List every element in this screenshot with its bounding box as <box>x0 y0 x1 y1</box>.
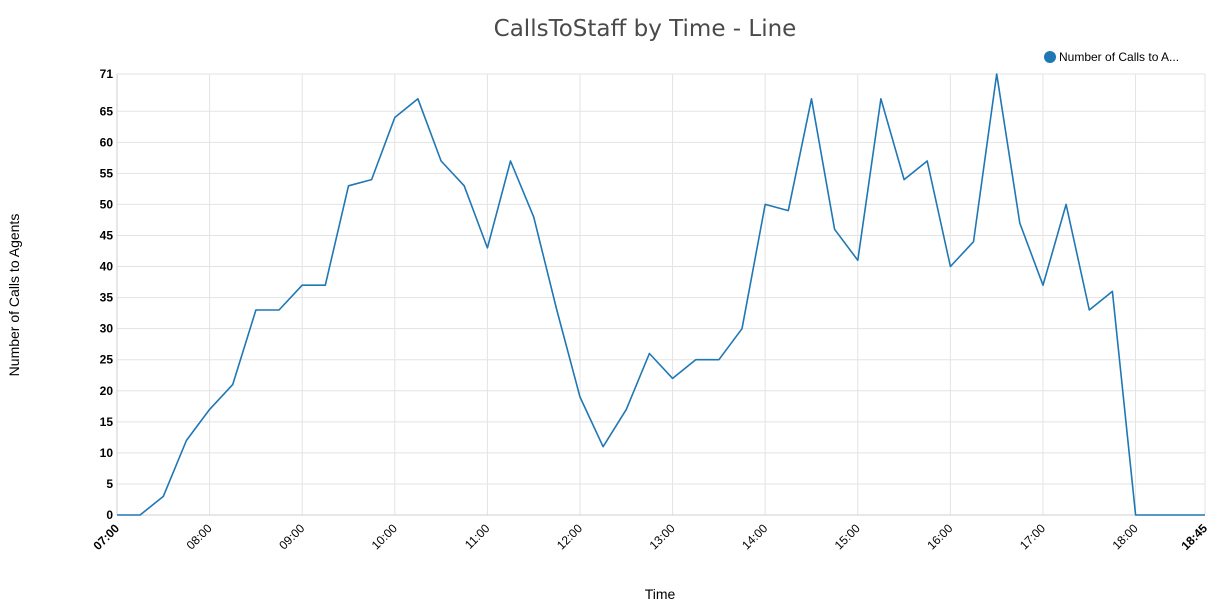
x-tick-label: 07:00 <box>91 521 123 553</box>
y-tick-label: 45 <box>100 228 114 242</box>
y-tick-label: 71 <box>100 67 114 81</box>
legend[interactable]: Number of Calls to A... <box>1044 50 1179 64</box>
y-tick-label: 55 <box>100 166 114 180</box>
x-tick-label: 15:00 <box>832 521 863 552</box>
x-tick-label: 09:00 <box>276 521 307 552</box>
y-tick-label: 10 <box>100 446 114 460</box>
x-tick-label: 14:00 <box>739 521 770 552</box>
x-tick-label: 17:00 <box>1017 521 1048 552</box>
x-tick-label: 16:00 <box>924 521 955 552</box>
chart-title: CallsToStaff by Time - Line <box>493 16 797 42</box>
y-tick-label: 20 <box>100 384 114 398</box>
x-tick-label: 18:45 <box>1179 521 1211 553</box>
x-axis-label: Time <box>644 586 676 602</box>
y-tick-label: 30 <box>100 322 114 336</box>
y-tick-label: 60 <box>100 135 114 149</box>
y-tick-label: 50 <box>100 197 114 211</box>
x-tick-label: 13:00 <box>647 521 678 552</box>
legend-swatch-icon <box>1044 51 1056 63</box>
legend-label: Number of Calls to A... <box>1059 50 1180 64</box>
y-tick-label: 0 <box>106 508 113 522</box>
y-tick-label: 40 <box>100 260 114 274</box>
x-tick-label: 08:00 <box>184 521 215 552</box>
x-tick-label: 18:00 <box>1110 521 1141 552</box>
x-tick-label: 10:00 <box>369 521 400 552</box>
y-tick-label: 65 <box>100 104 114 118</box>
series-line <box>117 73 1205 516</box>
y-tick-label: 15 <box>100 415 114 429</box>
y-tick-label: 5 <box>106 477 113 491</box>
y-tick-label: 25 <box>100 353 114 367</box>
x-tick-label: 11:00 <box>462 521 493 552</box>
x-tick-label: 12:00 <box>554 521 585 552</box>
y-tick-label: 35 <box>100 291 114 305</box>
